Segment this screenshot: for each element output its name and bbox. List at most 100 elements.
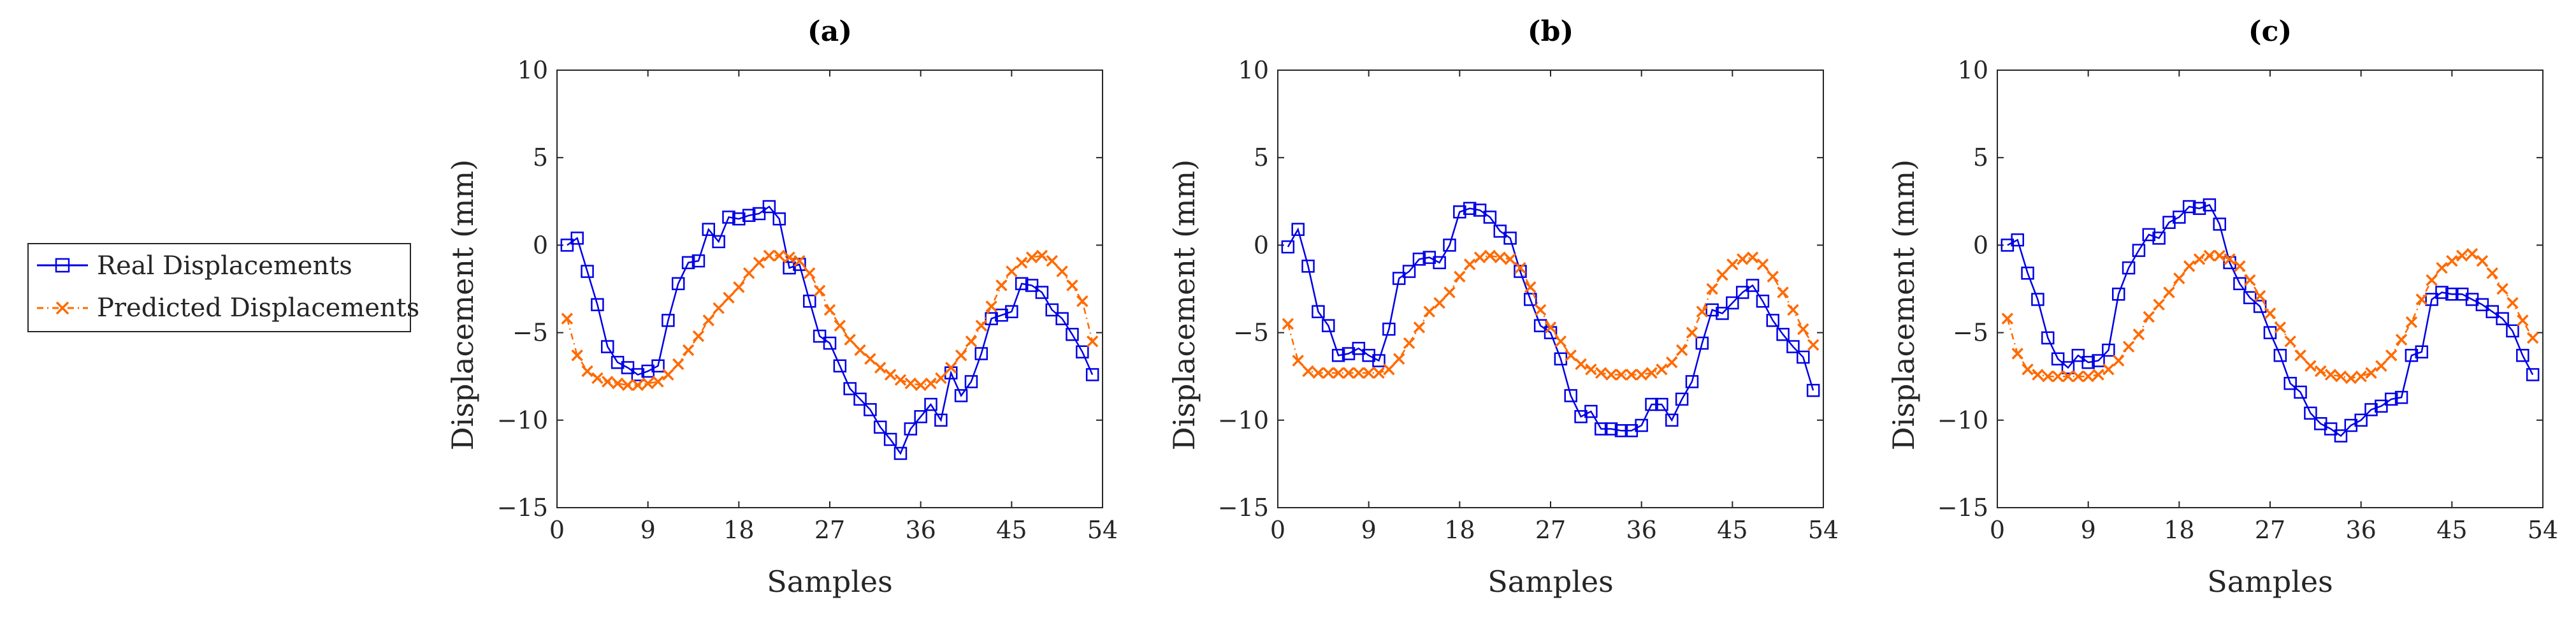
panel-c-predicted-point-11: [2112, 355, 2125, 367]
panel-a-predicted-point-3: [591, 372, 604, 385]
panel-c-title: (c): [2248, 15, 2292, 48]
panel-c-series: [2001, 198, 2540, 443]
panel-c-ytick-label-1: 5: [1973, 143, 1988, 172]
panel-b-real-line: [1287, 207, 1814, 432]
panel-a-real-point-25: [813, 329, 827, 343]
panel-c-predicted-point-7: [2072, 370, 2085, 383]
panel-a-real-point-32: [883, 432, 897, 446]
panel-b-real-point-42: [1705, 303, 1719, 317]
panel-a-real-point-28: [843, 382, 857, 395]
panel-c-xlabel: Samples: [2207, 564, 2333, 599]
panel-c-predicted-point-34: [2345, 372, 2357, 385]
panel-c-xtick-label-4: 36: [2345, 516, 2376, 544]
panel-c-predicted-point-30: [2305, 360, 2317, 372]
panel-b-predicted-point-48: [1767, 270, 1779, 283]
panel-c-real-point-9: [2092, 354, 2105, 367]
panel-a-predicted-point-9: [652, 376, 664, 388]
panel-a-real-point-27: [833, 359, 847, 372]
panel-a-real-point-39: [954, 389, 968, 402]
panel-b-real-point-52: [1806, 383, 1820, 397]
panel-c-real-point-44: [2445, 287, 2459, 301]
panel-a-real-point-4: [601, 340, 614, 353]
panel-b-xtick-label-1: 9: [1361, 516, 1377, 544]
panel-c-predicted-point-17: [2173, 272, 2185, 284]
legend-predicted-marker: [55, 301, 69, 315]
panel-a-xtick-label-0: 0: [549, 516, 565, 544]
panel-a-predicted-point-51: [1076, 295, 1089, 307]
panel-b-predicted-point-52: [1807, 339, 1820, 351]
panel-b-predicted-point-8: [1363, 367, 1375, 379]
panel-b-ytick-label-5: −15: [1218, 494, 1269, 522]
panel-b-xtick-label-4: 36: [1626, 516, 1656, 544]
panel-b-xtick-label-0: 0: [1270, 516, 1285, 544]
panel-b-ytick-label-2: 0: [1254, 231, 1269, 259]
panel-c-real-point-2: [2021, 267, 2034, 280]
panel-b-predicted-point-2: [1302, 365, 1314, 378]
panel-c-predicted-point-28: [2284, 335, 2296, 348]
panel-c-real-point-36: [2364, 403, 2378, 416]
panel-a-real-point-9: [651, 359, 665, 372]
panel-a-predicted-point-5: [611, 377, 624, 390]
panel-b-axes-box: [1277, 70, 1824, 508]
panel-b-xtick-label-2: 18: [1444, 516, 1475, 544]
panel-b-predicted-point-34: [1625, 369, 1638, 381]
panel-b-real-point-28: [1564, 389, 1577, 402]
panel-b-predicted-point-20: [1484, 249, 1496, 262]
panel-b-predicted-point-51: [1797, 323, 1809, 335]
panel-a-predicted-point-48: [1046, 254, 1058, 267]
panel-a-title: (a): [807, 15, 852, 48]
panel-a-xtick-label-5: 45: [996, 516, 1027, 544]
panel-b-predicted-point-50: [1787, 304, 1799, 316]
panel-a-real-point-3: [591, 298, 604, 311]
panel-a-xtick-label-6: 54: [1087, 516, 1118, 544]
panel-a-predicted-point-7: [632, 379, 644, 392]
panel-b-real-point-3: [1312, 305, 1325, 318]
panel-c-predicted-point-38: [2385, 349, 2398, 362]
panel-a-real-point-0: [560, 239, 574, 252]
panel-c-predicted-point-50: [2507, 297, 2519, 309]
panel-b-real-point-51: [1797, 350, 1810, 364]
panel-c-real-point-12: [2122, 261, 2136, 275]
panel-c-predicted-point-13: [2132, 328, 2145, 341]
panel-a-predicted-point-16: [723, 291, 735, 304]
panel-b-ylabel: Displacement (mm): [1167, 159, 1201, 450]
panel-b-predicted-point-49: [1777, 286, 1789, 298]
panel-a-real-point-36: [924, 397, 937, 411]
panel-c-predicted-point-40: [2405, 316, 2418, 328]
panel-b-predicted-point-25: [1534, 304, 1547, 316]
panel-b-real-point-31: [1595, 422, 1608, 436]
panel-b-predicted-point-30: [1585, 363, 1597, 376]
panel-c-real-point-35: [2354, 413, 2368, 427]
panel-a-predicted-point-13: [692, 330, 705, 342]
panel-c-predicted-point-51: [2517, 314, 2529, 327]
panel-b-real-point-17: [1453, 205, 1466, 219]
panel-c-real-point-15: [2152, 232, 2166, 245]
panel-c-predicted-point-0: [2001, 312, 2014, 325]
panel-a-predicted-point-35: [915, 379, 927, 392]
panel-b-real-point-1: [1291, 223, 1305, 236]
panel-a-ytick-label-5: −15: [497, 494, 548, 522]
panel-b-real-point-0: [1281, 240, 1295, 254]
panel-c-xtick-label-0: 0: [1990, 516, 2005, 544]
panel-c-real-point-1: [2011, 233, 2024, 247]
panel-b-predicted-point-44: [1726, 258, 1739, 270]
panel-b-real-point-25: [1533, 319, 1547, 332]
panel-a-real-point-41: [974, 347, 988, 360]
panel-a-predicted-point-34: [904, 377, 917, 390]
panel-c-predicted-point-39: [2395, 334, 2408, 346]
panel-c-real-point-11: [2111, 287, 2125, 301]
panel-c-ytick-label-3: −5: [1953, 319, 1988, 347]
panel-a-predicted-point-45: [1015, 256, 1028, 269]
panel-c-real-point-52: [2526, 368, 2540, 381]
panel-b-predicted-point-17: [1454, 270, 1466, 283]
panel-c-predicted-point-26: [2264, 307, 2276, 320]
panel-a-predicted-point-38: [944, 362, 957, 374]
panel-a-real-point-14: [702, 223, 716, 236]
panel-c-real-point-42: [2425, 293, 2438, 306]
panel-b-predicted-point-15: [1433, 297, 1445, 309]
panel-a-predicted-point-15: [713, 302, 725, 314]
panel-a-predicted-point-28: [844, 334, 856, 346]
panel-b-real-point-13: [1412, 253, 1426, 266]
panel-a-real-point-13: [691, 254, 706, 268]
panel-a-real-point-30: [864, 403, 877, 416]
